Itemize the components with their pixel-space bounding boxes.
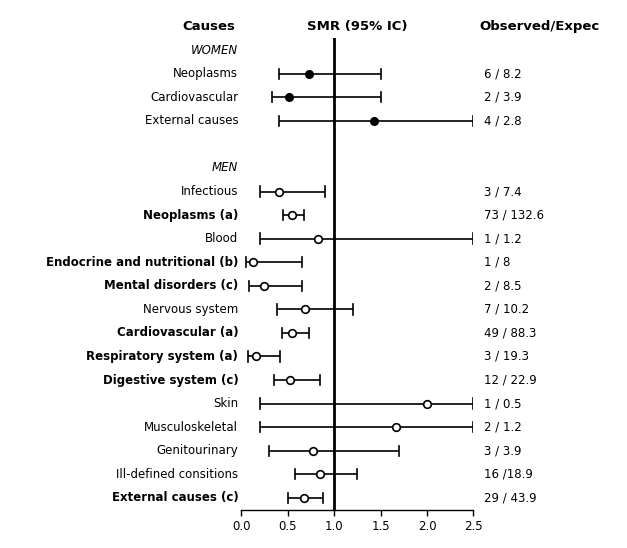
- Text: Mental disorders (c): Mental disorders (c): [104, 279, 238, 292]
- Text: 6 / 8.2: 6 / 8.2: [484, 67, 522, 80]
- Text: Musculoskeletal: Musculoskeletal: [144, 421, 238, 433]
- Text: External causes: External causes: [145, 115, 238, 127]
- Text: 16 /18.9: 16 /18.9: [484, 468, 533, 481]
- Text: 1 / 8: 1 / 8: [484, 256, 510, 269]
- Text: 3 / 19.3: 3 / 19.3: [484, 350, 529, 363]
- Text: Ill-defined consitions: Ill-defined consitions: [116, 468, 238, 481]
- Text: 7 / 10.2: 7 / 10.2: [484, 303, 529, 316]
- Text: Skin: Skin: [213, 397, 238, 410]
- Text: 2 / 1.2: 2 / 1.2: [484, 421, 522, 433]
- Text: Nervous system: Nervous system: [143, 303, 238, 316]
- Text: Cardiovascular: Cardiovascular: [150, 91, 238, 104]
- Text: Causes: Causes: [182, 20, 235, 33]
- Text: 29 / 43.9: 29 / 43.9: [484, 492, 537, 504]
- Text: 73 / 132.6: 73 / 132.6: [484, 209, 544, 221]
- Text: 2 / 8.5: 2 / 8.5: [484, 279, 522, 292]
- Text: WOMEN: WOMEN: [191, 44, 238, 56]
- Text: Blood: Blood: [205, 232, 238, 245]
- Text: Respiratory system (a): Respiratory system (a): [87, 350, 238, 363]
- Text: External causes (c): External causes (c): [112, 492, 238, 504]
- Text: Observed/Expec: Observed/Expec: [480, 20, 600, 33]
- Text: MEN: MEN: [212, 162, 238, 174]
- Text: 49 / 88.3: 49 / 88.3: [484, 327, 537, 339]
- Text: Endocrine and nutritional (b): Endocrine and nutritional (b): [46, 256, 238, 269]
- Text: Digestive system (c): Digestive system (c): [102, 374, 238, 386]
- Text: Genitourinary: Genitourinary: [157, 444, 238, 457]
- Text: Cardiovascular (a): Cardiovascular (a): [117, 327, 238, 339]
- Text: 1 / 0.5: 1 / 0.5: [484, 397, 522, 410]
- Text: 2 / 3.9: 2 / 3.9: [484, 91, 522, 104]
- Text: 3 / 7.4: 3 / 7.4: [484, 185, 522, 198]
- Text: 1 / 1.2: 1 / 1.2: [484, 232, 522, 245]
- Text: 4 / 2.8: 4 / 2.8: [484, 115, 522, 127]
- Text: Neoplasms: Neoplasms: [173, 67, 238, 80]
- Text: Neoplasms (a): Neoplasms (a): [143, 209, 238, 221]
- Text: Infectious: Infectious: [181, 185, 238, 198]
- Text: 12 / 22.9: 12 / 22.9: [484, 374, 537, 386]
- Text: SMR (95% IC): SMR (95% IC): [307, 20, 408, 33]
- Text: 3 / 3.9: 3 / 3.9: [484, 444, 522, 457]
